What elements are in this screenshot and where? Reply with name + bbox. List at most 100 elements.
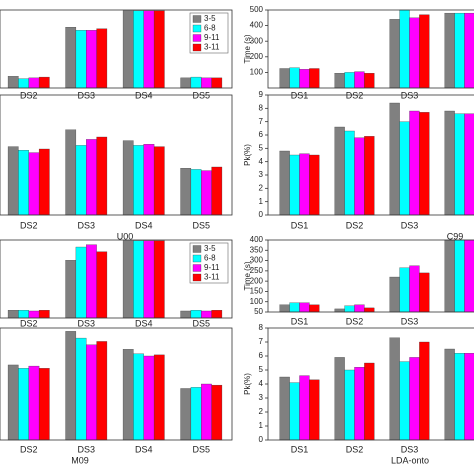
bar: [96, 251, 108, 319]
bar: [309, 379, 320, 441]
bar: [344, 130, 355, 216]
bar: [201, 170, 212, 216]
bar: [354, 137, 365, 216]
plot-frame: [267, 239, 474, 313]
bar: [201, 383, 212, 441]
x-tick-label: DS2: [20, 318, 38, 328]
y-tick-label: 7: [259, 117, 264, 126]
y-tick-label: 350: [250, 245, 264, 254]
bar: [180, 388, 192, 441]
bar: [7, 310, 19, 319]
y-tick-label: 150: [250, 287, 264, 296]
legend-label: 3-11: [204, 273, 220, 282]
bar: [122, 140, 134, 216]
x-tick-label: DS3: [77, 444, 95, 454]
bar: [299, 375, 310, 441]
bar: [143, 10, 155, 89]
x-tick-label: DS4: [135, 220, 153, 230]
bar: [289, 382, 300, 441]
bar: [444, 348, 455, 441]
legend-swatch: [192, 43, 202, 52]
bar: [464, 113, 474, 216]
bar: [180, 77, 192, 89]
bar: [122, 240, 134, 319]
bar: [454, 353, 465, 441]
bar: [211, 77, 223, 89]
plot-frame: [0, 94, 233, 216]
bar: [279, 150, 290, 216]
bar: [122, 10, 134, 89]
y-tick-label: 100: [250, 297, 264, 306]
bar: [190, 169, 202, 216]
bar: [289, 67, 300, 89]
bar: [354, 71, 365, 89]
bar: [65, 260, 77, 319]
bar: [28, 77, 40, 89]
x-tick-label: DS2: [346, 220, 364, 230]
y-tick-label: 4: [259, 157, 264, 166]
plot-frame: [0, 327, 233, 441]
bar: [153, 146, 165, 216]
bar: [354, 367, 365, 441]
bar: [309, 304, 320, 313]
y-tick-label: 5: [259, 143, 264, 152]
bar: [309, 68, 320, 89]
y-tick-label: 6: [259, 130, 264, 139]
bar: [190, 76, 202, 89]
legend-swatch: [192, 254, 202, 263]
bar: [344, 369, 355, 441]
y-tick-label: 8: [259, 323, 264, 332]
bar: [364, 73, 375, 89]
x-tick-label: DS5: [192, 318, 210, 328]
x-tick-label: DS3: [401, 220, 419, 230]
bar: [354, 304, 365, 313]
legend-swatch: [192, 24, 202, 33]
bar: [201, 310, 212, 319]
bar: [133, 353, 144, 441]
bar: [133, 240, 144, 319]
bar: [211, 310, 223, 319]
bar: [299, 153, 310, 216]
bar: [334, 308, 345, 313]
bar: [444, 12, 455, 89]
bar: [389, 102, 400, 216]
y-tick-label: 9: [259, 90, 264, 99]
x-tick-label: DS2: [20, 444, 38, 454]
x-axis-label: LDA-onto: [391, 455, 429, 465]
legend: 3-56-89-113-11: [189, 242, 229, 284]
bar: [364, 136, 375, 216]
y-tick-label: 5: [259, 365, 264, 374]
bar: [153, 354, 165, 441]
y-tick-label: 2: [259, 183, 264, 192]
bar: [419, 14, 430, 89]
bar: [464, 353, 474, 441]
legend-swatch: [192, 34, 202, 42]
bar: [409, 17, 420, 89]
bar: [279, 376, 290, 441]
bar: [7, 146, 19, 216]
x-tick-label: DS2: [20, 220, 38, 230]
bar: [399, 121, 410, 216]
bar: [180, 310, 192, 319]
bar: [464, 239, 474, 313]
bar: [190, 310, 202, 319]
y-tick-label: 2: [259, 407, 264, 416]
y-tick-label: 3: [259, 393, 264, 402]
bar: [38, 368, 50, 441]
bar: [344, 305, 355, 313]
y-tick-label: 250: [250, 266, 264, 275]
bar: [38, 148, 50, 216]
y-tick-label: 8: [259, 103, 264, 112]
legend-label: 3-11: [204, 43, 220, 52]
bar: [18, 150, 29, 216]
x-tick-label: DS3: [401, 316, 419, 326]
legend: 3-56-89-113-11: [189, 12, 229, 54]
bar: [279, 68, 290, 89]
bar: [409, 265, 420, 313]
bar: [454, 113, 465, 216]
x-tick-label: DS2: [346, 444, 364, 454]
legend-swatch: [192, 273, 202, 282]
y-tick-label: 4: [259, 379, 264, 388]
x-tick-label: DS3: [77, 220, 95, 230]
